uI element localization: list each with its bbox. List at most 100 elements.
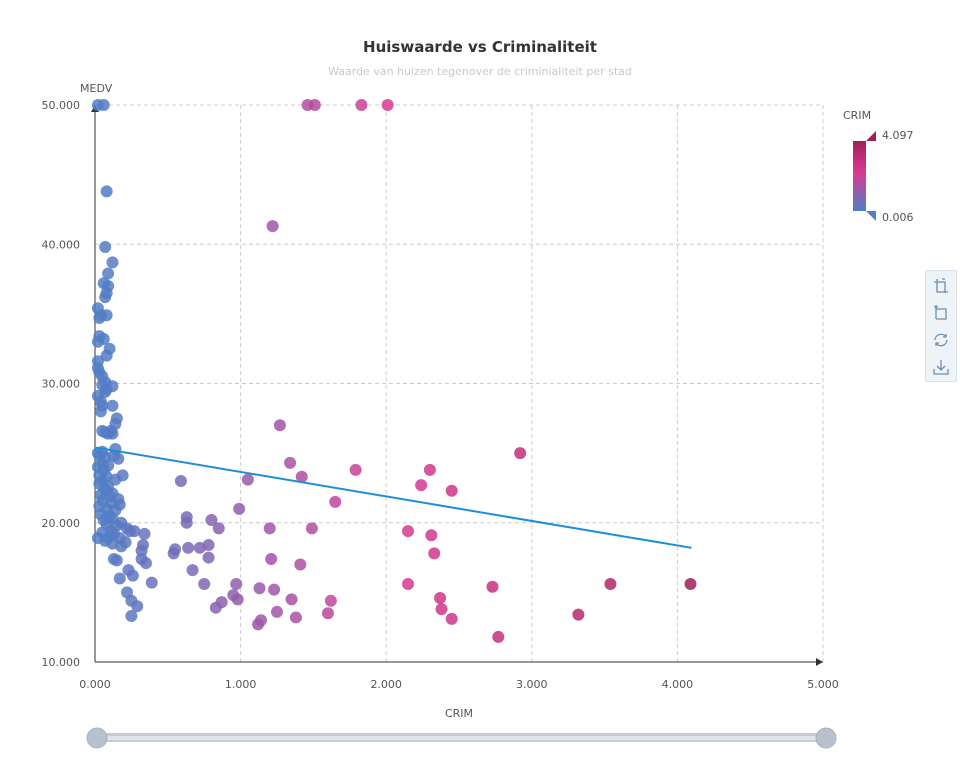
data-point[interactable]	[113, 572, 126, 585]
data-point[interactable]	[263, 522, 276, 535]
data-point[interactable]	[305, 522, 318, 535]
data-point[interactable]	[355, 99, 368, 111]
data-point[interactable]	[252, 618, 265, 631]
data-point[interactable]	[182, 541, 195, 554]
data-point[interactable]	[139, 557, 152, 570]
data-point[interactable]	[198, 578, 211, 591]
restore-icon[interactable]	[931, 330, 951, 350]
slider-start-handle[interactable]	[86, 727, 108, 749]
data-point[interactable]	[268, 583, 281, 596]
data-point[interactable]	[131, 600, 144, 613]
data-point[interactable]	[102, 267, 115, 280]
data-point[interactable]	[415, 479, 428, 492]
data-point[interactable]	[233, 502, 246, 515]
data-point[interactable]	[253, 582, 266, 595]
zoom-reset-icon[interactable]	[931, 303, 951, 323]
data-point[interactable]	[193, 541, 206, 554]
data-point[interactable]	[91, 335, 104, 348]
data-point[interactable]	[100, 185, 113, 198]
data-point[interactable]	[106, 399, 119, 412]
data-point[interactable]	[94, 405, 107, 418]
data-point[interactable]	[115, 540, 128, 553]
toolbox	[925, 270, 957, 382]
data-point[interactable]	[106, 427, 119, 440]
data-point[interactable]	[423, 463, 436, 476]
data-point[interactable]	[271, 605, 283, 618]
data-point[interactable]	[402, 578, 415, 591]
y-tick-label: 50.000	[42, 99, 81, 112]
save-image-icon[interactable]	[931, 357, 951, 377]
x-tick-label: 0.000	[79, 678, 111, 691]
visual-map-gradient	[853, 141, 866, 211]
data-point[interactable]	[604, 578, 617, 591]
data-point[interactable]	[112, 452, 125, 465]
data-point[interactable]	[126, 569, 139, 582]
data-point[interactable]	[125, 610, 138, 623]
data-point[interactable]	[231, 593, 244, 606]
data-point[interactable]	[265, 552, 278, 565]
data-point[interactable]	[241, 473, 254, 486]
data-point[interactable]	[486, 580, 499, 593]
data-point[interactable]	[284, 456, 297, 469]
data-point[interactable]	[100, 349, 113, 362]
data-point[interactable]	[402, 525, 415, 538]
data-point[interactable]	[174, 474, 187, 487]
data-point[interactable]	[285, 593, 298, 606]
data-point[interactable]	[205, 513, 218, 526]
data-point[interactable]	[145, 576, 158, 589]
data-point[interactable]	[186, 564, 199, 577]
visual-map-min-handle[interactable]	[866, 211, 876, 221]
visual-map-max-handle[interactable]	[866, 131, 876, 141]
data-point[interactable]	[572, 608, 585, 621]
data-point[interactable]	[514, 447, 527, 460]
data-point[interactable]	[349, 463, 362, 476]
data-point[interactable]	[180, 516, 193, 529]
data-point[interactable]	[97, 99, 110, 111]
data-point[interactable]	[273, 419, 286, 432]
data-point[interactable]	[321, 607, 334, 620]
data-point[interactable]	[106, 256, 119, 269]
data-point[interactable]	[308, 99, 321, 111]
data-point[interactable]	[329, 495, 342, 508]
data-point[interactable]	[167, 547, 180, 560]
regression-line	[95, 446, 692, 549]
x-axis-arrow	[816, 658, 823, 666]
data-point[interactable]	[684, 578, 697, 591]
x-tick-label: 1.000	[225, 678, 257, 691]
data-point[interactable]	[289, 611, 302, 624]
y-tick-label: 10.000	[42, 656, 81, 669]
data-point[interactable]	[110, 554, 123, 567]
data-point[interactable]	[99, 291, 112, 304]
y-axis-label: MEDV	[80, 82, 113, 95]
data-point[interactable]	[135, 544, 148, 557]
data-zoom-slider[interactable]	[86, 727, 837, 749]
data-point[interactable]	[295, 470, 308, 483]
data-point[interactable]	[445, 612, 458, 625]
zoom-icon[interactable]	[931, 276, 951, 296]
trendline	[95, 446, 692, 549]
data-point[interactable]	[212, 522, 225, 535]
data-point[interactable]	[230, 578, 243, 591]
data-point[interactable]	[294, 558, 307, 571]
data-point[interactable]	[434, 591, 447, 604]
data-point[interactable]	[266, 220, 279, 233]
data-point[interactable]	[93, 312, 106, 325]
data-point[interactable]	[381, 99, 394, 111]
x-tick-label: 2.000	[370, 678, 402, 691]
data-point[interactable]	[435, 603, 448, 616]
data-point[interactable]	[428, 547, 441, 560]
data-point[interactable]	[492, 630, 505, 643]
visual-map[interactable]: CRIM 4.097 0.006	[843, 109, 914, 224]
data-point[interactable]	[425, 529, 438, 542]
data-point[interactable]	[99, 241, 112, 254]
data-point[interactable]	[128, 525, 141, 538]
x-tick-label: 4.000	[662, 678, 694, 691]
data-point[interactable]	[202, 551, 215, 564]
data-point[interactable]	[324, 594, 337, 607]
data-point[interactable]	[209, 601, 222, 614]
data-point[interactable]	[138, 527, 151, 540]
data-point[interactable]	[445, 484, 458, 497]
data-point[interactable]	[99, 534, 112, 547]
slider-end-handle[interactable]	[815, 727, 837, 749]
x-tick-label: 3.000	[516, 678, 548, 691]
